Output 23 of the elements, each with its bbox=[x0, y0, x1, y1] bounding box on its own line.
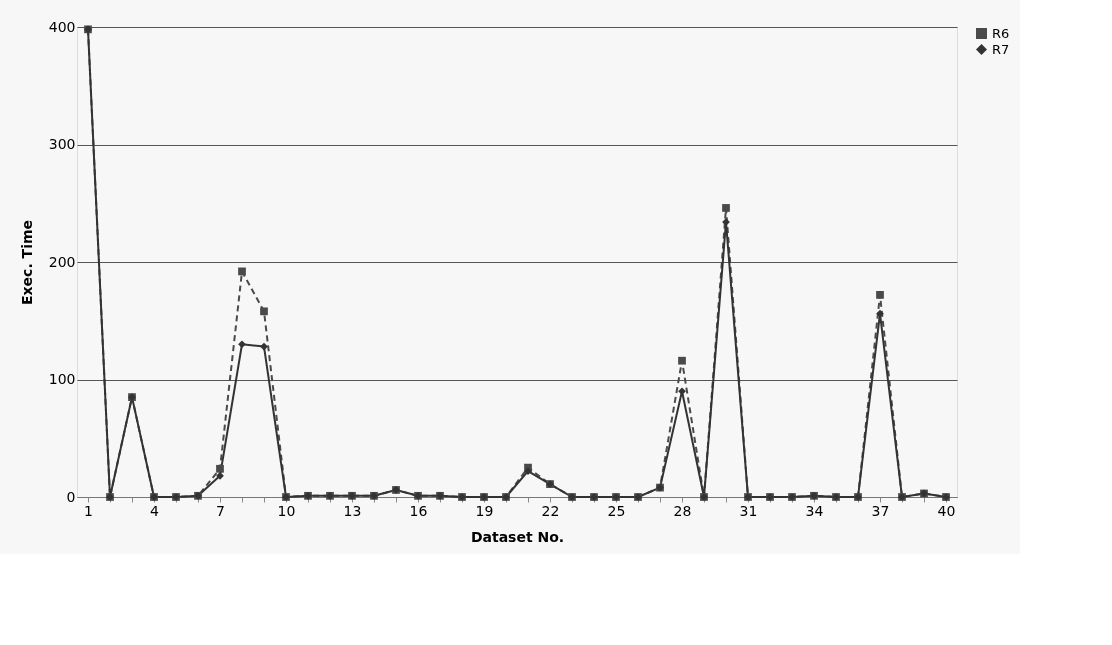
x-tick-label: 19 bbox=[475, 502, 494, 519]
x-tick-label: 31 bbox=[739, 502, 758, 519]
x-tick-label: 4 bbox=[150, 502, 160, 519]
x-tick-label: 22 bbox=[541, 502, 560, 519]
y-tick-label: 100 bbox=[48, 371, 76, 387]
legend-label: R7 bbox=[992, 41, 1010, 57]
legend-label: R6 bbox=[992, 25, 1010, 41]
x-tick-label: 16 bbox=[409, 502, 428, 519]
y-tick-label: 300 bbox=[48, 136, 76, 152]
y-tick-label: 0 bbox=[66, 488, 76, 505]
x-tick-label: 13 bbox=[343, 502, 362, 519]
y-tick-label: 200 bbox=[48, 253, 76, 270]
x-tick-label: 34 bbox=[805, 502, 824, 519]
y-axis-title: Exec. Time bbox=[18, 219, 35, 306]
x-axis-title: Dataset No. bbox=[470, 528, 565, 545]
x-tick-label: 37 bbox=[871, 502, 890, 519]
x-tick-label: 40 bbox=[937, 502, 956, 519]
x-tick-label: 1 bbox=[84, 502, 93, 519]
x-tick-label: 7 bbox=[216, 502, 225, 519]
y-tick-label: 400 bbox=[48, 18, 76, 35]
x-tick-label: 25 bbox=[607, 502, 626, 519]
x-tick-label: 28 bbox=[673, 502, 692, 519]
x-tick-label: 10 bbox=[277, 502, 296, 519]
